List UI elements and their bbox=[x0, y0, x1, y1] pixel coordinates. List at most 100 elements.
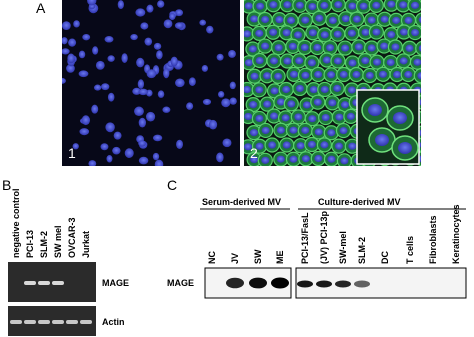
nucleus bbox=[88, 160, 97, 166]
nucleus bbox=[113, 131, 122, 140]
nucleus bbox=[333, 30, 342, 38]
nucleus bbox=[282, 29, 291, 37]
nucleus bbox=[393, 70, 402, 79]
nucleus bbox=[301, 155, 310, 163]
nucleus bbox=[367, 16, 376, 24]
nucleus bbox=[274, 72, 283, 80]
nucleus bbox=[276, 126, 285, 134]
nucleus bbox=[347, 29, 356, 37]
nucleus bbox=[399, 57, 408, 65]
nucleus bbox=[146, 111, 156, 122]
nucleus bbox=[263, 100, 272, 108]
nucleus bbox=[274, 44, 283, 52]
nucleus bbox=[78, 50, 86, 59]
nucleus bbox=[313, 98, 322, 106]
nucleus bbox=[391, 43, 400, 51]
nucleus bbox=[249, 101, 258, 109]
nucleus bbox=[418, 45, 421, 52]
band bbox=[10, 320, 22, 324]
nucleus bbox=[217, 91, 225, 98]
nucleus bbox=[170, 56, 178, 67]
row-label: MAGE bbox=[167, 278, 194, 288]
nucleus bbox=[138, 156, 149, 165]
nucleus bbox=[117, 0, 124, 10]
nucleus bbox=[287, 16, 296, 24]
nucleus bbox=[288, 42, 297, 50]
nucleus bbox=[62, 21, 71, 31]
nucleus bbox=[348, 2, 357, 10]
cell bbox=[415, 40, 421, 56]
lane-label: Jurkat bbox=[81, 231, 91, 258]
nucleus bbox=[365, 71, 374, 80]
nucleus bbox=[320, 85, 329, 94]
nucleus bbox=[261, 15, 270, 24]
nucleus bbox=[372, 1, 381, 9]
nucleus bbox=[368, 104, 382, 116]
nucleus bbox=[107, 55, 115, 62]
nucleus bbox=[309, 85, 318, 94]
nucleus bbox=[229, 81, 236, 90]
nucleus bbox=[339, 70, 348, 79]
nucleus bbox=[320, 31, 329, 39]
nucleus bbox=[327, 129, 336, 137]
nucleus bbox=[354, 43, 363, 51]
nucleus bbox=[106, 155, 113, 163]
nucleus bbox=[91, 104, 99, 114]
nucleus bbox=[289, 126, 298, 134]
lane-label: DC bbox=[380, 251, 390, 264]
nucleus bbox=[79, 128, 90, 136]
nucleus bbox=[62, 48, 70, 55]
band bbox=[335, 280, 351, 288]
nucleus bbox=[387, 0, 396, 8]
nucleus bbox=[95, 60, 105, 70]
nucleus bbox=[162, 106, 171, 113]
nucleus bbox=[295, 57, 304, 65]
nucleus bbox=[199, 19, 207, 26]
nucleus bbox=[152, 152, 160, 161]
nucleus bbox=[175, 78, 185, 88]
gel bbox=[8, 262, 96, 302]
nucleus bbox=[138, 88, 149, 96]
nucleus bbox=[206, 25, 214, 34]
nucleus bbox=[328, 99, 337, 107]
nucleus bbox=[263, 72, 272, 80]
nucleus bbox=[268, 141, 277, 149]
nucleus bbox=[346, 112, 355, 120]
band bbox=[24, 281, 36, 285]
nucleus bbox=[250, 72, 259, 80]
nucleus bbox=[301, 16, 310, 24]
nucleus bbox=[321, 113, 330, 122]
nucleus bbox=[341, 15, 350, 23]
nucleus bbox=[157, 0, 165, 8]
nucleus bbox=[244, 143, 253, 151]
nucleus bbox=[134, 106, 144, 117]
nucleus bbox=[249, 129, 258, 137]
lane-label: T cells bbox=[405, 236, 415, 264]
nucleus bbox=[320, 1, 329, 10]
nucleus bbox=[270, 112, 279, 120]
nucleus bbox=[261, 156, 270, 164]
nucleus bbox=[261, 126, 270, 135]
nucleus bbox=[248, 45, 257, 53]
nucleus bbox=[255, 114, 264, 123]
nucleus bbox=[93, 84, 102, 91]
nucleus bbox=[202, 98, 212, 106]
nucleus bbox=[105, 122, 115, 133]
nucleus bbox=[146, 4, 154, 13]
band bbox=[24, 320, 36, 324]
nucleus bbox=[281, 114, 290, 122]
nucleus bbox=[186, 102, 194, 110]
nucleus bbox=[334, 142, 343, 150]
nucleus bbox=[140, 22, 149, 30]
nucleus bbox=[87, 0, 97, 6]
lane-label: ME bbox=[275, 251, 285, 265]
nucleus bbox=[82, 33, 91, 41]
row-label: Actin bbox=[102, 317, 125, 327]
nucleus bbox=[314, 128, 323, 136]
nucleus bbox=[340, 157, 349, 165]
band bbox=[354, 280, 370, 288]
nucleus bbox=[413, 58, 421, 66]
nucleus bbox=[112, 146, 121, 155]
nucleus bbox=[154, 159, 164, 166]
